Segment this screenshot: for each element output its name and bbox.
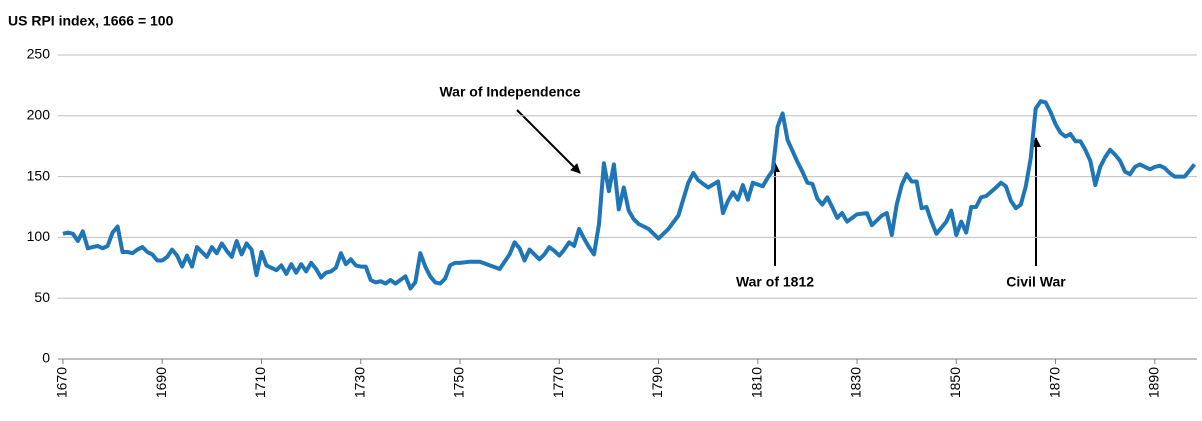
y-tick-label: 0 bbox=[42, 350, 50, 366]
x-tick-label: 1850 bbox=[947, 367, 963, 398]
x-tick-label: 1890 bbox=[1146, 367, 1162, 398]
x-tick-label: 1830 bbox=[848, 367, 864, 398]
annotation: War of 1812 bbox=[736, 274, 814, 290]
annotation: Civil War bbox=[1006, 274, 1066, 290]
line bbox=[62, 99, 1197, 291]
chart-title: US RPI index, 1666 = 100 bbox=[8, 13, 174, 29]
y-tick-label: 150 bbox=[27, 167, 51, 183]
x-tick-label: 1690 bbox=[153, 367, 169, 398]
x-tick-label: 1870 bbox=[1046, 367, 1062, 398]
x-tick-label: 1750 bbox=[451, 367, 467, 398]
y-tick-label: 200 bbox=[27, 107, 51, 123]
y-tick-label: 250 bbox=[27, 46, 51, 62]
x-tick-label: 1670 bbox=[54, 367, 70, 398]
x-tick-label: 1790 bbox=[649, 367, 665, 398]
x-tick-label: 1730 bbox=[351, 367, 367, 398]
y-tick-label: 100 bbox=[27, 228, 51, 244]
y-tick-label: 50 bbox=[34, 289, 50, 305]
x-tick-label: 1770 bbox=[550, 367, 566, 398]
x-tick-label: 1710 bbox=[252, 367, 268, 398]
annotation: War of Independence bbox=[439, 84, 580, 100]
x-tick-label: 1810 bbox=[748, 367, 764, 398]
arrow bbox=[516, 109, 581, 174]
